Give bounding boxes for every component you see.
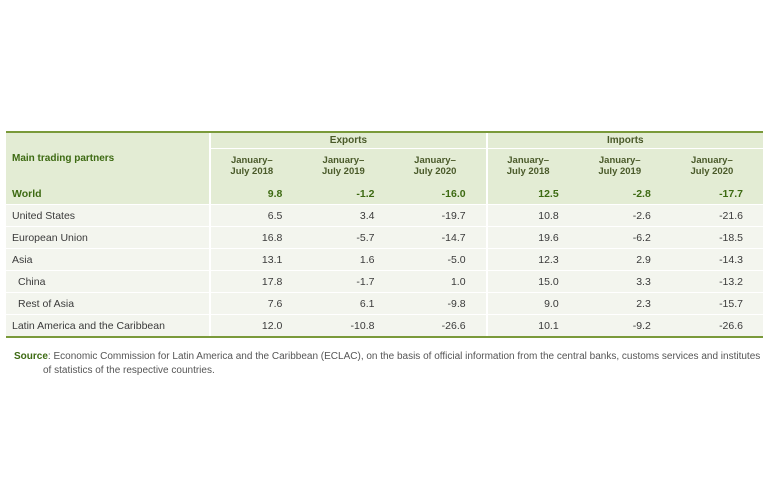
trade-table: Main trading partners Exports Imports Ja… <box>6 131 763 338</box>
table-cell: 17.8 <box>209 270 303 293</box>
table-cell: -18.5 <box>670 226 763 249</box>
table-cell: 13.1 <box>209 248 303 271</box>
table-cell: 3.4 <box>302 204 395 227</box>
table-cell: 2.9 <box>578 248 671 271</box>
table-cell: 9.8 <box>209 183 303 205</box>
table-cell: -1.2 <box>302 183 395 205</box>
table-cell: -26.6 <box>670 314 763 338</box>
table-row-world: World 9.8 -1.2 -16.0 12.5 -2.8 -17.7 <box>6 183 763 205</box>
table-cell: 12.0 <box>209 314 303 338</box>
table-cell: -10.8 <box>302 314 395 338</box>
table-cell: -17.7 <box>670 183 763 205</box>
table-row: Asia 13.1 1.6 -5.0 12.3 2.9 -14.3 <box>6 248 763 271</box>
imports-group-header: Imports <box>485 131 763 149</box>
row-label: World <box>6 183 211 205</box>
period-header: January– July 2019 <box>302 148 395 183</box>
exports-group-header: Exports <box>209 131 487 149</box>
table-cell: -15.7 <box>670 292 763 315</box>
table-cell: -14.7 <box>394 226 487 249</box>
table-cell: 12.3 <box>485 248 579 271</box>
table-cell: -19.7 <box>394 204 487 227</box>
table-cell: 2.3 <box>578 292 671 315</box>
table-cell: -5.0 <box>394 248 487 271</box>
row-label: United States <box>6 204 211 227</box>
row-label: Latin America and the Caribbean <box>6 314 211 338</box>
partners-header: Main trading partners <box>6 131 211 183</box>
table-cell: -1.7 <box>302 270 395 293</box>
table-row: European Union 16.8 -5.7 -14.7 19.6 -6.2… <box>6 226 763 249</box>
table-cell: 9.0 <box>485 292 579 315</box>
table-row: Rest of Asia 7.6 6.1 -9.8 9.0 2.3 -15.7 <box>6 292 763 315</box>
table-cell: 1.0 <box>394 270 487 293</box>
table-cell: -13.2 <box>670 270 763 293</box>
table-cell: 1.6 <box>302 248 395 271</box>
source-text-continued: of statistics of the respective countrie… <box>43 365 215 376</box>
table-row: Latin America and the Caribbean 12.0 -10… <box>6 314 763 338</box>
table-cell: -2.6 <box>578 204 671 227</box>
row-label: Asia <box>6 248 211 271</box>
source-label: Source <box>14 351 48 362</box>
table-cell: 15.0 <box>485 270 579 293</box>
table-cell: 12.5 <box>485 183 579 205</box>
table-cell: -6.2 <box>578 226 671 249</box>
table-row: China 17.8 -1.7 1.0 15.0 3.3 -13.2 <box>6 270 763 293</box>
table-cell: 19.6 <box>485 226 579 249</box>
table-cell: 10.1 <box>485 314 579 338</box>
table-cell: -21.6 <box>670 204 763 227</box>
source-note: Source: Economic Commission for Latin Am… <box>14 350 766 378</box>
table-cell: -9.2 <box>578 314 671 338</box>
table-cell: 6.1 <box>302 292 395 315</box>
row-label: Rest of Asia <box>6 292 211 315</box>
table-cell: -2.8 <box>578 183 671 205</box>
period-header: January– July 2019 <box>578 148 671 183</box>
table-cell: -9.8 <box>394 292 487 315</box>
row-label: European Union <box>6 226 211 249</box>
table-cell: 10.8 <box>485 204 579 227</box>
source-text: : Economic Commission for Latin America … <box>47 351 761 362</box>
period-header: January– July 2018 <box>209 148 303 183</box>
table-cell: -16.0 <box>394 183 487 205</box>
trade-table-container: Main trading partners Exports Imports Ja… <box>6 131 763 338</box>
table-cell: 7.6 <box>209 292 303 315</box>
period-header: January– July 2018 <box>485 148 579 183</box>
table-cell: 16.8 <box>209 226 303 249</box>
period-header: January– July 2020 <box>394 148 487 183</box>
table-row: United States 6.5 3.4 -19.7 10.8 -2.6 -2… <box>6 204 763 227</box>
row-label: China <box>6 270 211 293</box>
table-cell: -14.3 <box>670 248 763 271</box>
period-header: January– July 2020 <box>670 148 763 183</box>
table-cell: 6.5 <box>209 204 303 227</box>
table-cell: 3.3 <box>578 270 671 293</box>
table-cell: -26.6 <box>394 314 487 338</box>
table-cell: -5.7 <box>302 226 395 249</box>
